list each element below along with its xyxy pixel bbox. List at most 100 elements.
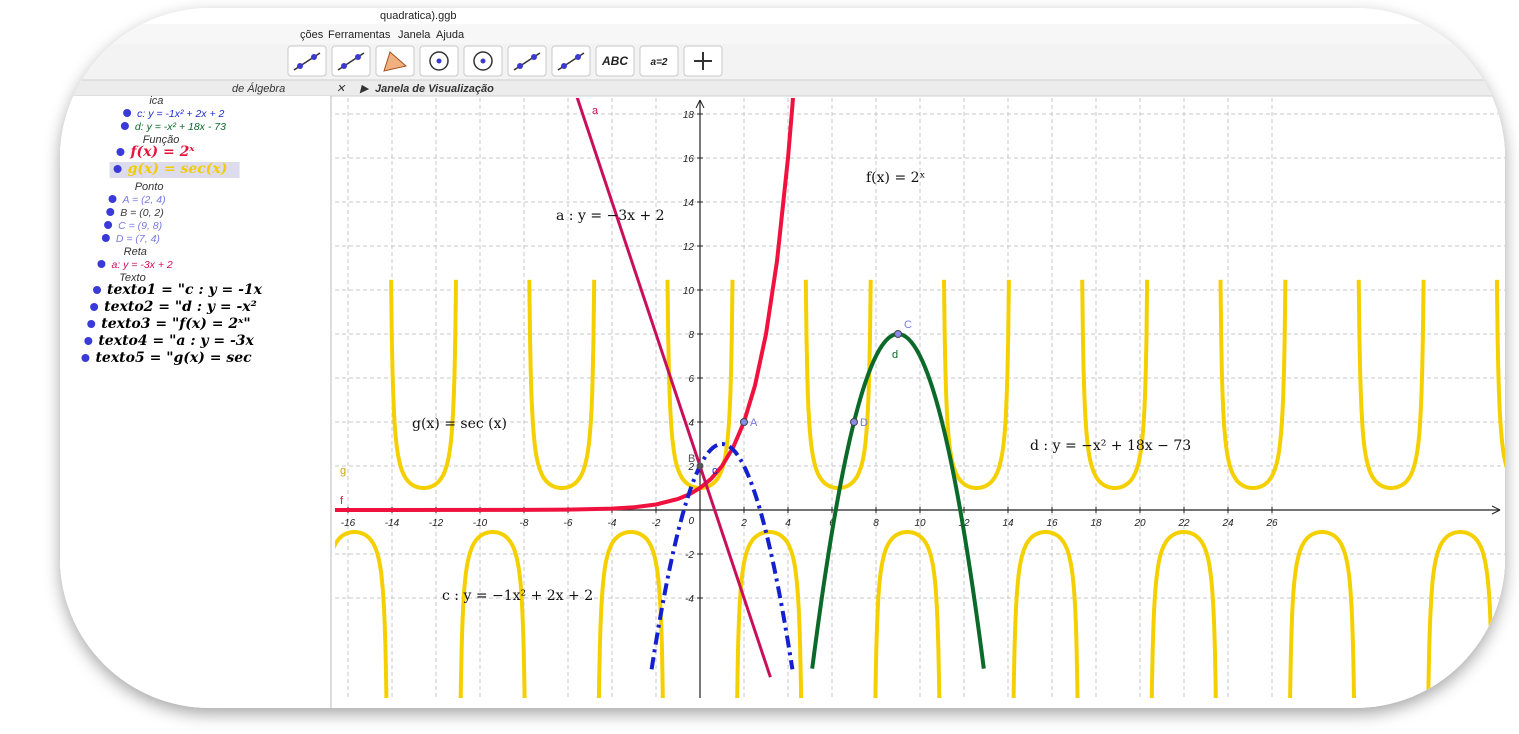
x-tick-label: 24 [1221,518,1234,529]
window-title: quadratica).ggb [380,10,456,22]
y-tick-label: 10 [683,286,695,297]
x-tick-label: -14 [385,518,400,529]
visibility-toggle[interactable] [84,337,92,345]
x-tick-label: 10 [914,518,926,529]
tool-icon [531,54,537,60]
algebra-item[interactable]: B = (0, 2) [120,207,163,219]
point-label: A [750,417,758,429]
algebra-item[interactable]: d: y = -x² + 18x - 73 [135,121,226,133]
x-tick-label: 18 [1090,518,1102,529]
algebra-item[interactable]: D = (7, 4) [116,233,160,245]
object-label: g [340,465,346,477]
object-label: a [592,105,599,117]
toolbar [60,44,1505,80]
visibility-toggle[interactable] [121,122,129,130]
algebra-category: Reta [124,246,147,258]
graph-text: a : y = −3x + 2 [556,208,665,224]
collapse-icon[interactable]: ▶ [359,83,370,95]
graph-text: g(x) = sec (x) [412,416,507,432]
algebra-item[interactable]: texto5 = "g(x) = sec [95,350,252,366]
y-tick-label: 4 [688,418,694,429]
x-tick-label: -10 [473,518,488,529]
point-a[interactable] [741,419,748,426]
menu-item[interactable]: Janela [398,29,431,41]
visibility-toggle[interactable] [87,320,95,328]
algebra-item[interactable]: g(x) = sec(x) [128,161,228,177]
point-label: B [688,453,695,465]
title-bar [60,8,1505,24]
close-icon[interactable]: ✕ [336,83,346,95]
menu-item[interactable]: ções [300,29,324,41]
y-tick-label: 8 [688,330,694,341]
algebra-item[interactable]: C = (9, 8) [118,220,162,232]
algebra-item[interactable]: a: y = -3x + 2 [111,259,172,271]
x-tick-label: -12 [429,518,444,529]
tool-icon [297,63,303,69]
menu-item[interactable]: Ferramentas [328,29,391,41]
algebra-item[interactable]: c: y = -1x² + 2x + 2 [137,108,224,120]
x-tick-label: -8 [520,518,529,529]
visibility-toggle[interactable] [114,165,122,173]
point-b[interactable] [697,463,704,470]
point-c[interactable] [895,331,902,338]
x-tick-label: 8 [873,518,879,529]
graph-text: d : y = −x² + 18x − 73 [1030,438,1191,454]
x-tick-label: 16 [1046,518,1058,529]
algebra-item[interactable]: texto1 = "c : y = -1x [107,282,263,298]
tool-label: a=2 [651,57,668,68]
visibility-toggle[interactable] [102,234,110,242]
algebra-item[interactable]: texto4 = "a : y = -3x [98,333,254,349]
visibility-toggle[interactable] [116,148,124,156]
x-tick-label: -16 [341,518,356,529]
origin-label: 0 [688,516,694,527]
algebra-item[interactable]: A = (2, 4) [121,194,165,206]
x-tick-label: -4 [608,518,617,529]
point-label: D [860,417,868,429]
algebra-item[interactable]: f(x) = 2ˣ [129,144,195,160]
y-tick-label: -4 [685,594,694,605]
tool-icon [311,54,317,60]
visibility-toggle[interactable] [90,303,98,311]
algebra-item[interactable]: texto2 = "d : y = -x² [104,299,257,315]
y-tick-label: 14 [683,198,695,209]
algebra-item[interactable]: texto3 = "f(x) = 2ˣ" [101,316,250,332]
x-tick-label: -6 [564,518,573,529]
tool-icon [561,63,567,69]
tool-label: ABC [601,54,628,68]
point-label: C [904,319,912,331]
visibility-toggle[interactable] [123,109,131,117]
tool-icon [341,63,347,69]
menu-bar [60,24,1505,44]
x-tick-label: 4 [785,518,791,529]
algebra-header: de Álgebra [232,82,285,95]
visibility-toggle[interactable] [104,221,112,229]
visibility-toggle[interactable] [108,195,116,203]
point-d[interactable] [851,419,858,426]
visibility-toggle[interactable] [81,354,89,362]
graph-text: c : y = −1x² + 2x + 2 [442,588,593,604]
menu-item[interactable]: Ajuda [436,29,465,41]
graphics-header: Janela de Visualização [375,83,494,95]
tool-icon [575,54,581,60]
visibility-toggle[interactable] [106,208,114,216]
x-tick-label: 26 [1265,518,1278,529]
body: quadratica).ggb ções Ferramentas Janela … [0,0,1519,734]
y-tick-label: 6 [688,374,694,385]
algebra-panel [60,96,330,708]
x-tick-label: 22 [1177,518,1190,529]
x-tick-label: 20 [1133,518,1146,529]
x-tick-label: 2 [740,518,747,529]
tool-icon [481,59,486,64]
screenshot: quadratica).ggb ções Ferramentas Janela … [0,0,1519,734]
visibility-toggle[interactable] [93,286,101,294]
tool-icon [355,54,361,60]
y-tick-label: 16 [683,154,695,165]
tool-icon [517,63,523,69]
y-tick-label: -2 [685,550,694,561]
x-tick-label: -2 [652,518,661,529]
window: quadratica).ggb ções Ferramentas Janela … [60,8,1519,734]
object-label: d [892,349,898,361]
algebra-category: Ponto [135,181,164,193]
visibility-toggle[interactable] [97,260,105,268]
tool-icon [437,59,442,64]
